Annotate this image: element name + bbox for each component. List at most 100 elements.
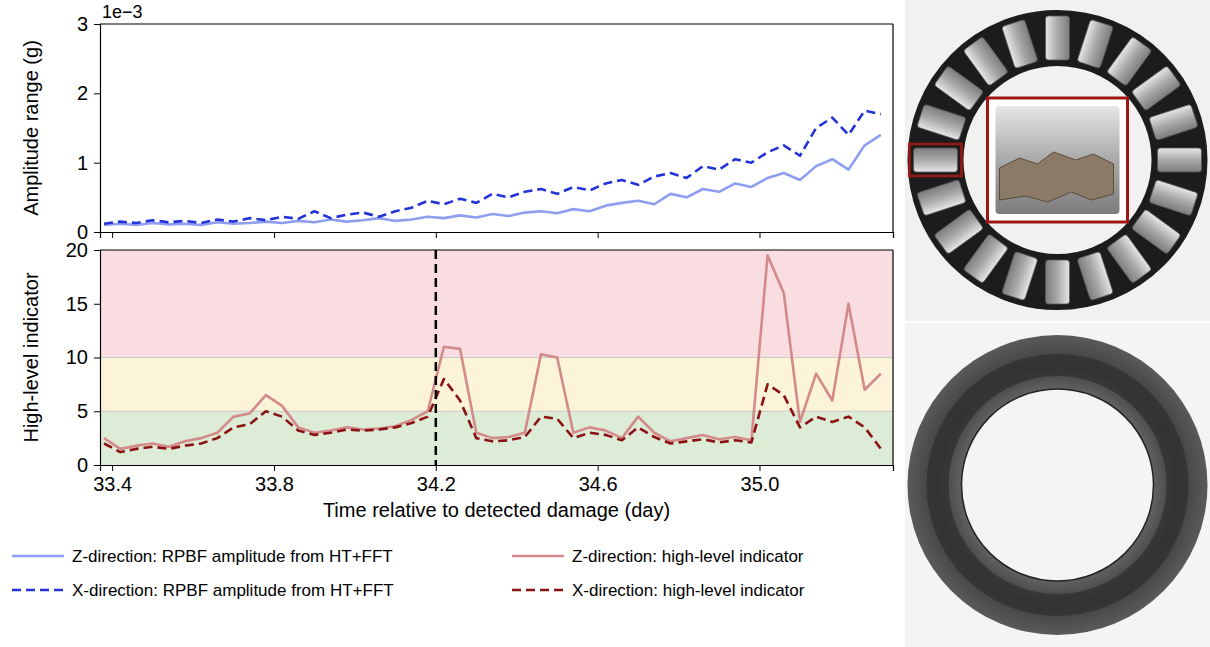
- washer-bore: [962, 389, 1154, 581]
- y-axis-title: Amplitude range (g): [20, 40, 42, 216]
- tick-mark: [94, 304, 100, 305]
- raceway: [938, 365, 1178, 605]
- y-tick: 2: [77, 82, 100, 104]
- y-tick: 5: [77, 400, 100, 422]
- tick-mark: [94, 411, 100, 412]
- roller: [1131, 66, 1181, 111]
- x-tick: [598, 232, 599, 238]
- y-tick: 1: [77, 152, 100, 174]
- roller: [914, 148, 958, 172]
- legend-label: Z-direction: RPBF amplitude from HT+FFT: [72, 547, 393, 566]
- tick-mark: [94, 24, 100, 25]
- tick-label: 10: [66, 346, 88, 368]
- frame: [892, 250, 893, 465]
- roller: [1077, 251, 1113, 300]
- x-tick: 33.8: [255, 465, 294, 495]
- cage-ring: [936, 38, 1180, 282]
- tick-mark: [112, 232, 113, 238]
- y-axis: 0123: [77, 13, 101, 243]
- legend-label: X-direction: RPBF amplitude from HT+FFT: [72, 581, 394, 600]
- event-line: [435, 250, 438, 465]
- legend-label: X-direction: high-level indicator: [572, 581, 805, 600]
- series-line: [104, 135, 881, 225]
- frame: [100, 23, 893, 24]
- tick-mark: [94, 93, 100, 94]
- x-tick: 35.0: [741, 465, 780, 495]
- tick-label: 5: [77, 400, 88, 422]
- roller: [1077, 19, 1113, 68]
- x-tick: [274, 232, 275, 238]
- x-tick: [436, 232, 437, 238]
- plot-area: [104, 111, 881, 225]
- zoom-roller: [996, 106, 1120, 214]
- damage-marker: [910, 144, 962, 176]
- band-edge: [100, 357, 893, 358]
- axis-line: [94, 251, 101, 466]
- tick-mark: [598, 465, 599, 471]
- washer: [908, 335, 1208, 635]
- axis-line: [101, 233, 894, 239]
- axis-offset-label: 1e−3: [102, 2, 143, 22]
- x-tick: [112, 232, 113, 238]
- roller: [1149, 179, 1198, 215]
- tick-mark: [94, 163, 100, 164]
- roller: [1107, 234, 1152, 284]
- legend-swatch: [512, 555, 564, 558]
- roller: [934, 209, 984, 254]
- roller: [963, 36, 1008, 86]
- roller: [1158, 148, 1202, 172]
- frame: [892, 24, 893, 232]
- band-edge: [100, 411, 893, 412]
- tick-mark: [759, 465, 760, 471]
- threshold-band: [100, 358, 893, 412]
- tick-mark: [94, 232, 100, 233]
- x-tick: 34.6: [579, 465, 618, 495]
- threshold-band: [100, 250, 893, 358]
- tick-label: 33.4: [93, 473, 132, 495]
- tick-mark: [436, 465, 437, 471]
- tick-label: 1: [77, 152, 88, 174]
- tick-label: 35.0: [741, 473, 780, 495]
- roller: [1046, 16, 1070, 60]
- y-axis-title: High-level indicator: [20, 272, 42, 442]
- tick-mark: [274, 465, 275, 471]
- tick-mark: [436, 232, 437, 238]
- roller: [934, 66, 984, 111]
- tick-mark: [94, 358, 100, 359]
- x-tick: 34.2: [417, 465, 456, 495]
- spalling: [1000, 152, 1114, 202]
- x-axis: [101, 232, 894, 238]
- roller: [917, 179, 966, 215]
- axis-line: [94, 25, 101, 233]
- tick-label: 34.2: [417, 473, 456, 495]
- tick-label: 2: [77, 82, 88, 104]
- photo-background: [905, 0, 1210, 321]
- series-line: [104, 111, 881, 224]
- photo-background: [905, 323, 1210, 647]
- tick-mark: [759, 232, 760, 238]
- tick-label: 34.6: [579, 473, 618, 495]
- bearing-illustration: [905, 0, 1210, 647]
- tick-mark: [598, 232, 599, 238]
- series-line: [104, 255, 881, 449]
- roller: [1107, 36, 1152, 86]
- series-line: [104, 379, 881, 452]
- y-tick: 20: [66, 239, 100, 261]
- tick-label: 33.8: [255, 473, 294, 495]
- roller: [1002, 251, 1038, 300]
- frame: [100, 249, 893, 250]
- tick-mark: [94, 465, 100, 466]
- x-axis-title: Time relative to detected damage (day): [323, 499, 670, 521]
- x-tick: 33.4: [93, 465, 132, 495]
- tick-label: 20: [66, 239, 88, 261]
- y-tick: 0: [77, 454, 100, 476]
- y-axis: 0 5 10 15 20: [66, 239, 101, 476]
- y-tick: 10: [66, 346, 100, 368]
- y-tick: 15: [66, 293, 100, 315]
- roller: [1131, 209, 1181, 254]
- legend-swatch: [12, 589, 64, 592]
- roller: [1149, 104, 1198, 140]
- tick-label: 3: [77, 13, 88, 35]
- roller: [917, 104, 966, 140]
- legend-swatch: [512, 589, 564, 592]
